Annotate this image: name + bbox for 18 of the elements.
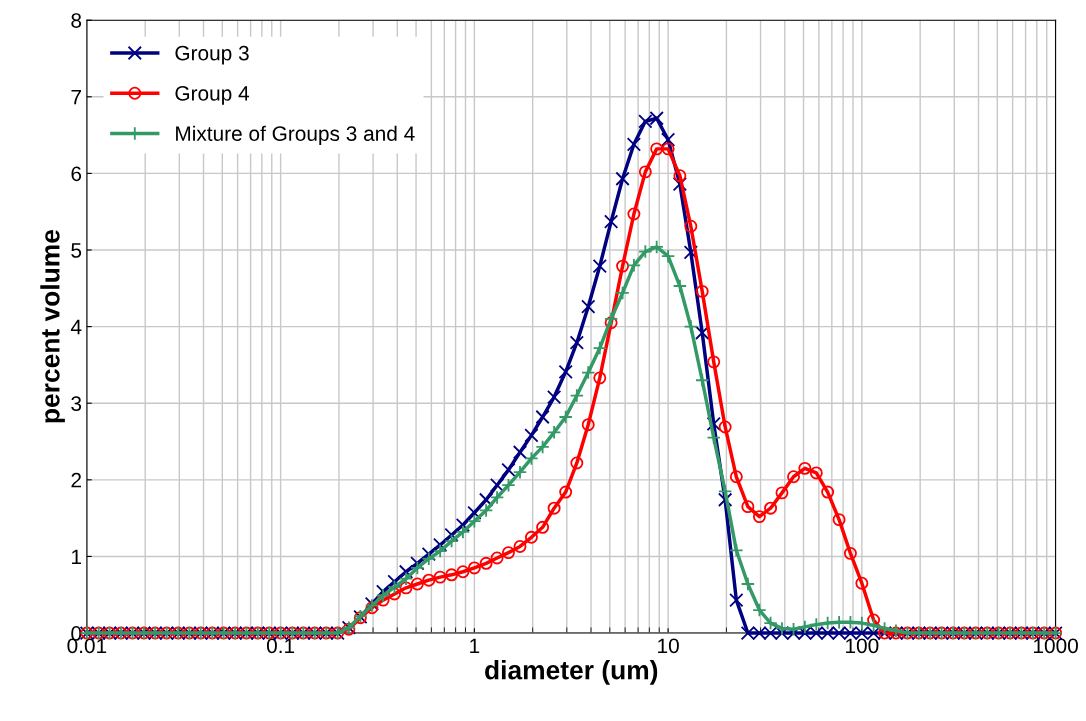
- y-tick-label: 4: [70, 319, 82, 335]
- legend-label: Group 4: [175, 85, 250, 105]
- y-tick-label: 1: [72, 549, 81, 564]
- y-tick-label: 7: [71, 90, 81, 105]
- x-tick-label: 0.1: [266, 638, 295, 654]
- y-axis-title: percent volume: [40, 229, 65, 423]
- legend-label: Group 3: [175, 45, 249, 65]
- x-axis-title: diameter (um): [485, 660, 658, 685]
- x-tick-label: 100: [846, 638, 879, 654]
- y-tick-label: 5: [71, 243, 82, 258]
- legend-label: Mixture of Groups 3 and 4: [176, 125, 415, 146]
- x-tick-label: 1000: [1034, 638, 1078, 654]
- x-tick-label: 1: [470, 638, 480, 653]
- x-tick-label: 10: [658, 638, 679, 654]
- y-tick-label: 3: [71, 396, 82, 411]
- y-tick-label: 6: [71, 166, 82, 182]
- y-tick-label: 8: [71, 13, 82, 28]
- y-tick-label: 2: [71, 472, 81, 488]
